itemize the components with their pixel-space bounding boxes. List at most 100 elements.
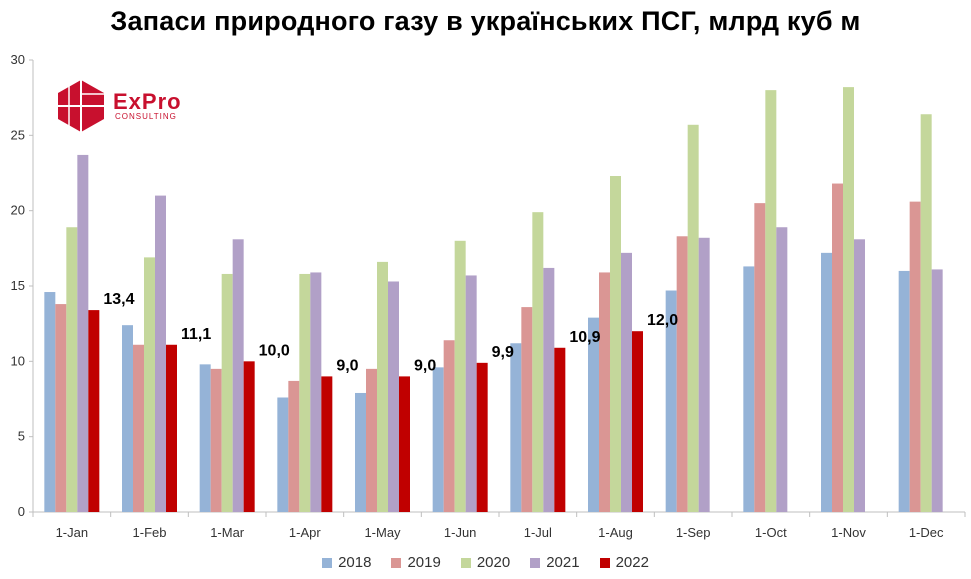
bar-2022-1-May — [399, 376, 410, 512]
legend: 2018 2019 2020 2021 2022 — [0, 554, 971, 571]
x-tick-label: 1-Oct — [755, 525, 787, 540]
legend-swatch — [391, 557, 402, 568]
y-tick-label: 10 — [11, 353, 25, 368]
bar-2018-1-Apr — [277, 397, 289, 512]
bar-2021-1-Jul — [543, 267, 555, 512]
bar-2018-1-Aug — [588, 317, 599, 512]
x-tick-label: 1-Nov — [831, 525, 866, 540]
expro-logo: ExPro CONSULTING — [55, 78, 215, 134]
data-label-2022-1-Aug: 12,0 — [647, 312, 678, 329]
legend-item-2018: 2018 — [322, 554, 371, 571]
x-tick-label: 1-Apr — [289, 525, 321, 540]
legend-swatch — [322, 557, 333, 568]
legend-swatch — [530, 557, 541, 568]
bar-2020-1-Jan — [66, 227, 78, 513]
legend-label: 2018 — [338, 554, 372, 571]
legend-swatch — [599, 557, 610, 568]
data-label-2022-1-Jan: 13,4 — [103, 291, 134, 308]
bar-2021-1-Sep — [698, 237, 710, 512]
y-tick-label: 15 — [11, 278, 25, 293]
bar-2019-1-Aug — [599, 272, 610, 512]
bar-2018-1-Mar — [199, 364, 211, 512]
bar-2022-1-Jan — [88, 310, 100, 512]
bar-2018-1-Dec — [898, 270, 910, 512]
x-tick-label: 1-Dec — [909, 525, 944, 540]
bar-2018-1-Jul — [510, 343, 522, 512]
axes: 0 5 10 15 20 25 30 1-Jan 1-Feb 1-Mar 1-Apr 1-May 1-J… — [11, 52, 966, 540]
legend-label: 2021 — [546, 554, 580, 571]
bar-2019-1-Jul — [521, 307, 533, 512]
y-tick-label: 0 — [18, 504, 25, 519]
bar-2018-1-Nov — [821, 252, 832, 512]
data-label-2022-1-Mar: 10,0 — [259, 342, 290, 359]
bar-2019-1-Sep — [676, 236, 688, 512]
logo-brand-text: ExPro — [113, 89, 182, 114]
legend-item-2019: 2019 — [391, 554, 441, 571]
y-tick-label: 20 — [11, 203, 25, 218]
legend-item-2020: 2020 — [460, 554, 511, 571]
x-tick-label: 1-Sep — [676, 525, 711, 540]
bar-2021-1-Dec — [931, 269, 943, 512]
bar-2020-1-Dec — [920, 114, 932, 513]
bar-2020-1-Feb — [144, 257, 155, 512]
bar-2018-1-Feb — [122, 325, 133, 512]
bar-2020-1-May — [377, 261, 388, 512]
logo-sub-text: CONSULTING — [115, 112, 177, 121]
bar-2021-1-Aug — [621, 252, 632, 512]
legend-label: 2019 — [407, 554, 441, 571]
bar-2019-1-Mar — [210, 368, 222, 512]
bar-2021-1-Oct — [776, 227, 788, 513]
data-label-2022-1-Apr: 9,0 — [336, 357, 358, 374]
bar-2022-1-Apr — [321, 376, 333, 512]
x-tick-label: 1-May — [364, 525, 401, 540]
bar-2021-1-Jun — [465, 275, 477, 512]
bar-2020-1-Oct — [765, 90, 777, 512]
y-tick-label: 25 — [11, 127, 25, 142]
bars — [44, 87, 943, 513]
bar-2019-1-Apr — [288, 380, 300, 512]
bar-2020-1-Jul — [532, 212, 544, 512]
bar-2018-1-Jan — [44, 292, 56, 512]
chart-title: Запаси природного газу в українських ПСГ… — [110, 6, 861, 36]
legend-item-2022: 2022 — [599, 554, 649, 571]
bar-2019-1-Dec — [909, 201, 921, 513]
x-tick-label: 1-Jan — [56, 525, 89, 540]
y-tick-label: 30 — [11, 52, 25, 67]
bar-2021-1-Jan — [77, 154, 89, 513]
legend-swatch — [460, 557, 471, 568]
bar-2020-1-Mar — [221, 273, 233, 512]
bar-2019-1-Jun — [443, 340, 455, 512]
data-label-2022-1-May: 9,0 — [414, 357, 436, 374]
bar-2022-1-Mar — [243, 361, 255, 512]
bar-2018-1-Jun — [432, 367, 444, 512]
bar-2022-1-Jul — [554, 347, 566, 512]
bar-2021-1-Apr — [310, 272, 322, 512]
bar-2020-1-Jun — [454, 240, 466, 513]
bar-2021-1-Mar — [232, 239, 244, 512]
bar-2020-1-Nov — [843, 87, 854, 513]
bar-2019-1-Feb — [133, 344, 144, 512]
bar-2021-1-Feb — [155, 195, 166, 512]
bar-2021-1-Nov — [854, 239, 865, 512]
legend-label: 2020 — [476, 554, 511, 571]
data-label-2022-1-Jun: 9,9 — [492, 344, 514, 361]
x-tick-label: 1-Aug — [598, 525, 633, 540]
bar-2019-1-Jan — [55, 304, 67, 512]
x-tick-label: 1-Jun — [444, 525, 477, 540]
bar-2022-1-Feb — [166, 344, 177, 512]
x-tick-label: 1-Feb — [133, 525, 167, 540]
bar-2022-1-Jun — [476, 362, 488, 512]
data-label-2022-1-Jul: 10,9 — [569, 329, 600, 346]
bar-2019-1-Nov — [832, 183, 843, 512]
x-tick-label: 1-Jul — [524, 525, 552, 540]
data-label-2022-1-Feb: 11,1 — [181, 326, 211, 343]
legend-label: 2022 — [615, 554, 649, 571]
bar-2020-1-Aug — [610, 176, 621, 512]
y-tick-label: 5 — [18, 429, 25, 444]
x-tick-label: 1-Mar — [210, 525, 245, 540]
bar-2018-1-Oct — [743, 266, 755, 512]
legend-item-2021: 2021 — [530, 554, 580, 571]
logo-hexagon-icon — [58, 80, 104, 132]
bar-2020-1-Apr — [299, 273, 311, 512]
